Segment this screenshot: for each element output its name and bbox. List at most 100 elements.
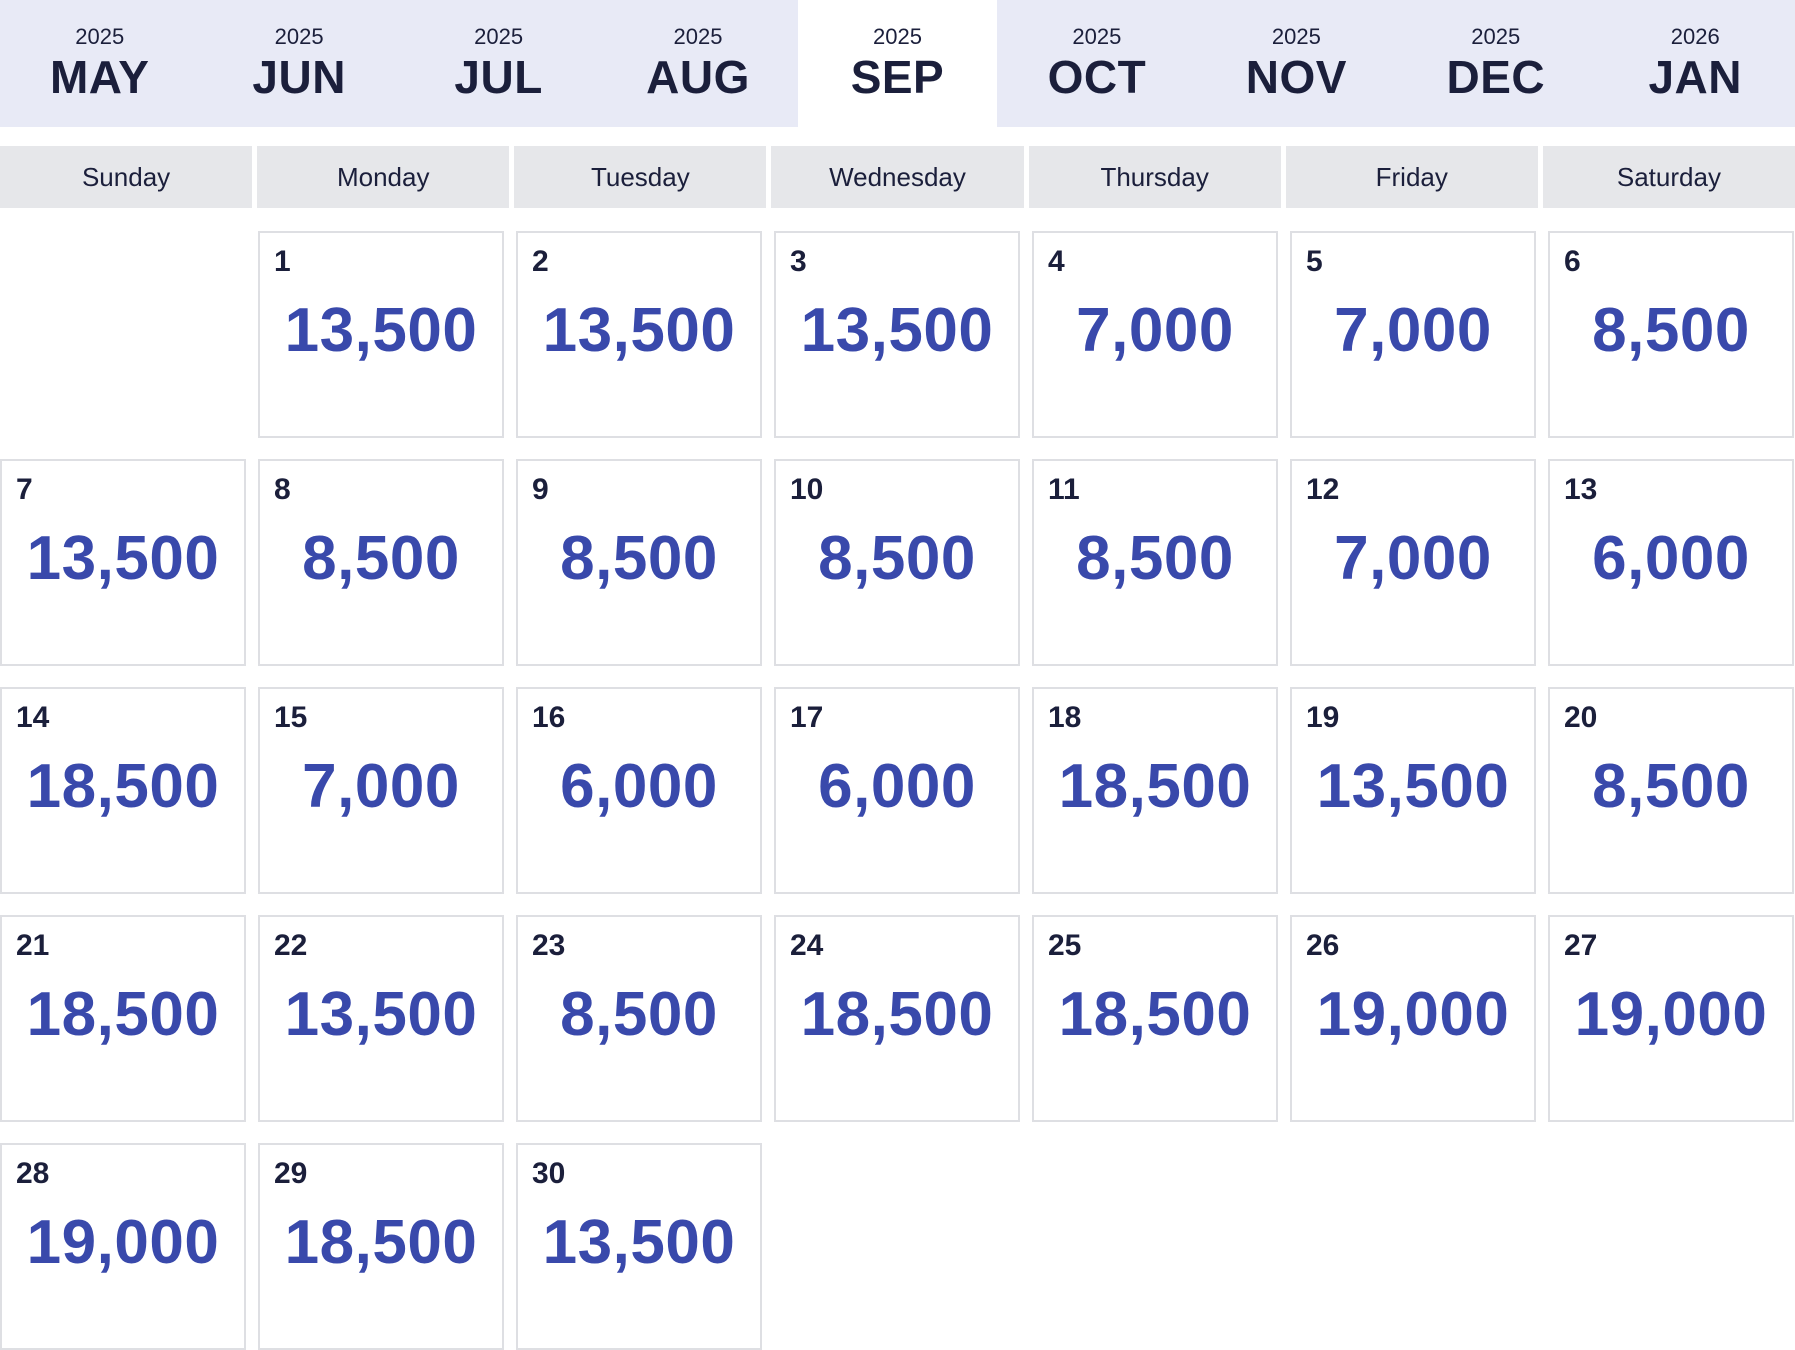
day-number: 7 [16,473,33,506]
day-cell[interactable]: 27 19,000 [1548,915,1794,1122]
month-tab-oct[interactable]: 2025 OCT [997,0,1196,127]
month-tab-jun[interactable]: 2025 JUN [199,0,398,127]
day-cell[interactable]: 18 18,500 [1032,687,1278,894]
day-price: 13,500 [1316,752,1510,821]
weekday-label-tuesday: Tuesday [514,146,767,208]
day-cell[interactable]: 2 13,500 [516,231,762,438]
day-cell[interactable]: 10 8,500 [774,459,1020,666]
day-cell[interactable]: 13 6,000 [1548,459,1794,666]
day-cell[interactable]: 24 18,500 [774,915,1020,1122]
day-price: 6,000 [560,752,718,821]
empty-day-cell [0,231,246,438]
day-price: 6,000 [1592,524,1750,593]
day-price: 18,500 [1058,980,1252,1049]
weekday-label-thursday: Thursday [1028,146,1281,208]
day-cell[interactable]: 29 18,500 [258,1143,504,1350]
day-price: 18,500 [800,980,994,1049]
weekday-label-wednesday: Wednesday [771,146,1024,208]
day-cell[interactable]: 28 19,000 [0,1143,246,1350]
day-price: 18,500 [284,1208,478,1277]
month-tab-year: 2025 [1072,24,1122,49]
month-tab-may[interactable]: 2025 MAY [0,0,199,127]
day-price: 8,500 [560,524,718,593]
day-number: 11 [1048,473,1080,506]
day-cell[interactable]: 17 6,000 [774,687,1020,894]
day-price: 19,000 [1574,980,1768,1049]
day-cell[interactable]: 22 13,500 [258,915,504,1122]
day-cell[interactable]: 6 8,500 [1548,231,1794,438]
month-tab-jan[interactable]: 2026 JAN [1596,0,1795,127]
day-cell[interactable]: 25 18,500 [1032,915,1278,1122]
day-cell[interactable]: 3 13,500 [774,231,1020,438]
day-number: 6 [1564,245,1581,278]
month-tab-year: 2025 [673,24,723,49]
day-cell[interactable]: 11 8,500 [1032,459,1278,666]
day-price: 18,500 [26,980,220,1049]
day-cell[interactable]: 21 18,500 [0,915,246,1122]
month-tab-strip: 2025 MAY 2025 JUN 2025 JUL 2025 AUG 2025 SEP 2025 O… [0,0,1795,127]
month-tab-name: DEC [1446,51,1546,103]
month-tab-jul[interactable]: 2025 JUL [399,0,598,127]
day-cell[interactable]: 19 13,500 [1290,687,1536,894]
day-cell[interactable]: 15 7,000 [258,687,504,894]
day-price: 7,000 [1334,524,1492,593]
day-number: 15 [274,701,308,734]
day-cell[interactable]: 23 8,500 [516,915,762,1122]
day-cell[interactable]: 7 13,500 [0,459,246,666]
day-cell[interactable]: 12 7,000 [1290,459,1536,666]
day-number: 27 [1564,929,1598,962]
day-price: 13,500 [284,296,478,365]
month-tab-dec[interactable]: 2025 DEC [1396,0,1595,127]
month-tab-name: JAN [1648,51,1742,103]
day-price: 7,000 [302,752,460,821]
month-tab-sep[interactable]: 2025 SEP [797,0,998,127]
day-cell[interactable]: 30 13,500 [516,1143,762,1350]
weekday-label-monday: Monday [257,146,510,208]
day-cell[interactable]: 5 7,000 [1290,231,1536,438]
day-number: 28 [16,1157,50,1190]
month-tab-name: OCT [1047,51,1147,103]
day-cell[interactable]: 16 6,000 [516,687,762,894]
day-price: 8,500 [1076,524,1234,593]
month-tab-year: 2025 [75,24,125,49]
day-number: 24 [790,929,824,962]
weekday-header: Sunday Monday Tuesday Wednesday Thursday Frid… [0,146,1795,208]
month-tab-aug[interactable]: 2025 AUG [598,0,797,127]
month-tab-name: SEP [850,51,945,103]
month-tab-name: JUN [252,51,346,103]
day-number: 19 [1306,701,1340,734]
month-tab-nov[interactable]: 2025 NOV [1197,0,1396,127]
day-number: 26 [1306,929,1340,962]
day-number: 4 [1048,245,1065,278]
day-price: 13,500 [542,296,736,365]
day-number: 14 [16,701,50,734]
day-cell[interactable]: 9 8,500 [516,459,762,666]
day-cell[interactable]: 14 18,500 [0,687,246,894]
day-number: 9 [532,473,549,506]
day-price: 8,500 [1592,752,1750,821]
day-number: 2 [532,245,549,278]
day-price: 13,500 [542,1208,736,1277]
day-cell[interactable]: 8 8,500 [258,459,504,666]
day-number: 21 [16,929,50,962]
calendar-grid: 1 13,500 2 13,500 3 13,500 4 7,000 5 7,000 6 8,500 7… [0,231,1795,1350]
month-tab-name: JUL [454,51,543,103]
day-number: 5 [1306,245,1323,278]
month-tab-year: 2025 [872,24,922,49]
day-cell[interactable]: 1 13,500 [258,231,504,438]
day-number: 13 [1564,473,1598,506]
month-tab-name: NOV [1245,51,1347,103]
day-cell[interactable]: 20 8,500 [1548,687,1794,894]
day-number: 16 [532,701,566,734]
day-price: 19,000 [1316,980,1510,1049]
day-price: 18,500 [26,752,220,821]
day-price: 8,500 [560,980,718,1049]
weekday-label-sunday: Sunday [0,146,253,208]
day-price: 6,000 [818,752,976,821]
day-cell[interactable]: 26 19,000 [1290,915,1536,1122]
day-price: 7,000 [1076,296,1234,365]
day-price: 8,500 [1592,296,1750,365]
day-cell[interactable]: 4 7,000 [1032,231,1278,438]
day-number: 3 [790,245,807,278]
month-tab-year: 2026 [1670,24,1720,49]
